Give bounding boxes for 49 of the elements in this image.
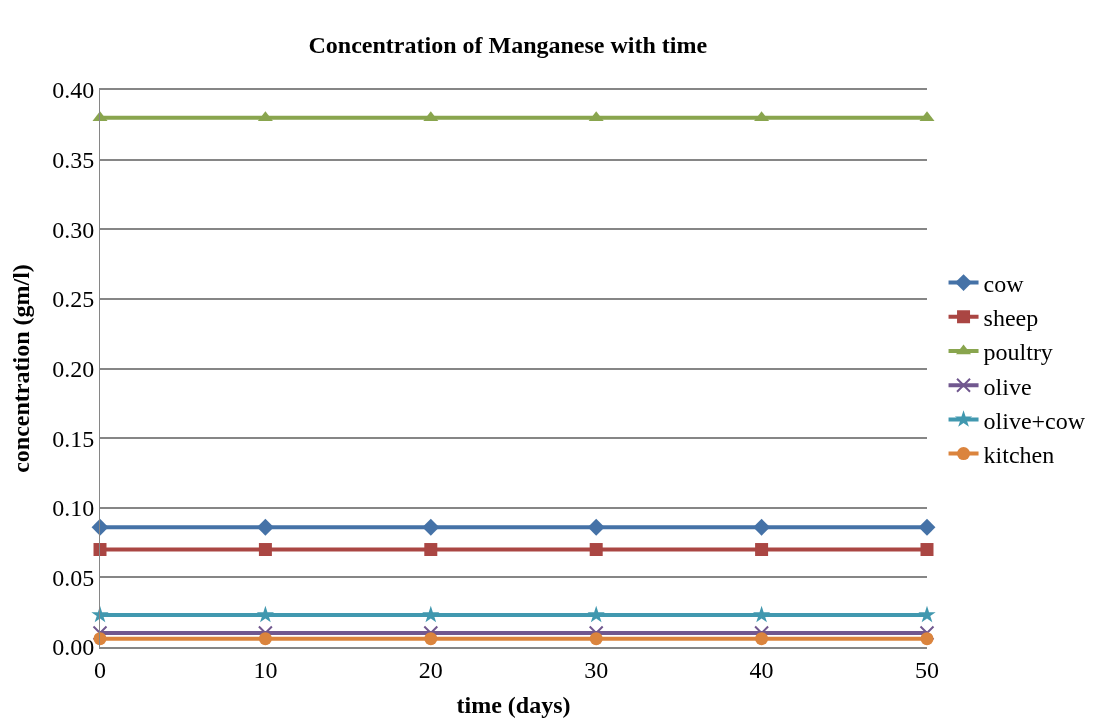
x-tick-label: 40: [749, 656, 774, 683]
point: [920, 632, 934, 646]
point: [93, 543, 107, 557]
point: [589, 632, 603, 646]
legend-label: cow: [983, 270, 1025, 297]
point: [258, 543, 272, 557]
y-tick-label: 0.30: [52, 216, 95, 243]
point: [424, 543, 438, 557]
y-tick-label: 0.25: [52, 286, 95, 313]
y-tick-label: 0.20: [52, 355, 95, 382]
point: [256, 518, 274, 536]
point: [258, 632, 272, 646]
point: [918, 605, 936, 623]
legend-label: olive+cow: [983, 407, 1086, 434]
y-tick-label: 0.40: [52, 77, 95, 104]
y-tick-label: 0.10: [52, 495, 95, 522]
point: [422, 518, 440, 536]
point: [919, 625, 935, 641]
point: [755, 543, 769, 557]
legend-label: olive: [983, 373, 1032, 400]
point: [587, 518, 605, 536]
legend-label: kitchen: [983, 441, 1055, 468]
point: [753, 518, 771, 536]
point: [256, 605, 275, 623]
point: [589, 543, 603, 557]
point: [91, 605, 109, 623]
point: [920, 543, 934, 557]
chart-title: Concentration of Manganese with time: [308, 32, 708, 59]
point: [422, 605, 440, 623]
x-tick-label: 0: [94, 656, 106, 683]
point: [752, 605, 771, 623]
y-tick-label: 0.35: [52, 147, 95, 174]
point: [755, 632, 769, 646]
x-tick-label: 50: [915, 656, 939, 683]
y-axis-title: concentration (gm/l): [8, 264, 35, 473]
y-tick-label: 0.00: [52, 634, 95, 661]
legend-label: poultry: [983, 339, 1053, 366]
y-tick-label: 0.15: [52, 425, 95, 452]
legend-label: sheep: [983, 305, 1039, 332]
x-tick-label: 30: [584, 656, 609, 683]
point: [91, 518, 109, 536]
point: [424, 632, 438, 646]
point: [918, 518, 936, 536]
x-axis-title: time (days): [456, 692, 571, 719]
y-tick-label: 0.05: [52, 564, 95, 591]
x-tick-label: 10: [253, 656, 278, 683]
point: [587, 605, 605, 623]
point: [92, 625, 108, 641]
x-tick-label: 20: [418, 656, 443, 683]
